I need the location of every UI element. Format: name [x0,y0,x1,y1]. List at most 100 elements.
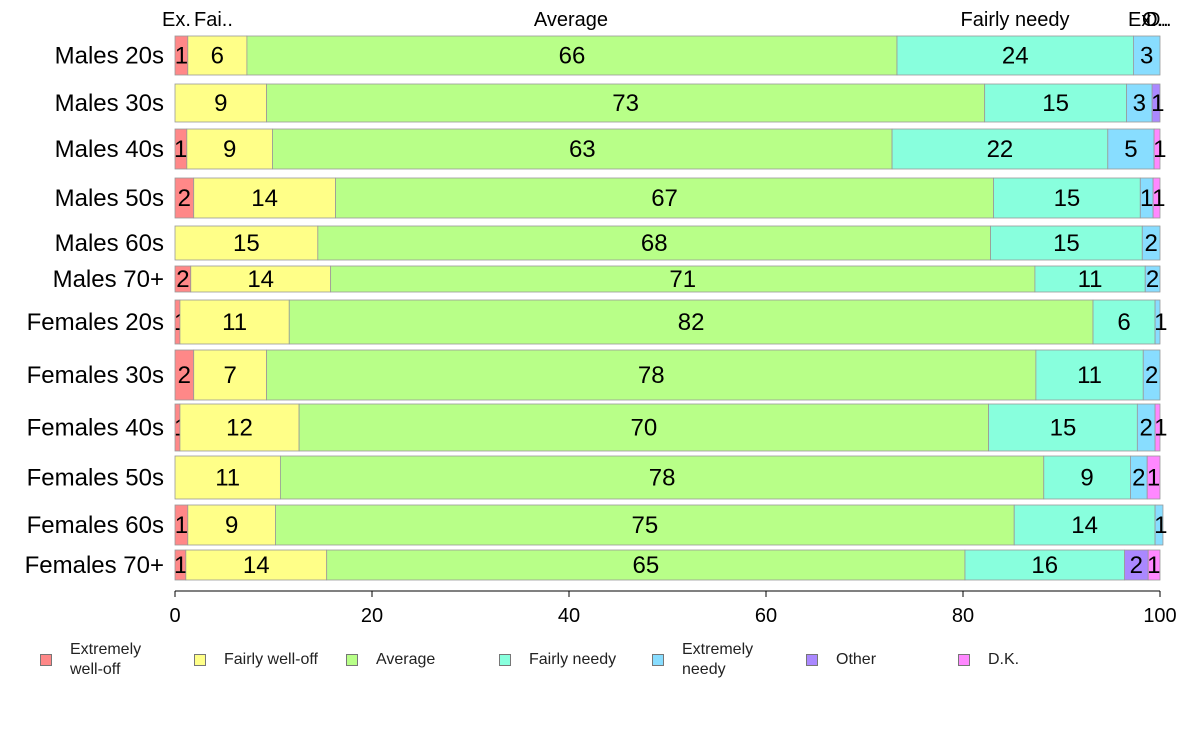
x-tick-label: 80 [952,605,974,627]
bar-segment [896,35,1134,76]
data-label: 9 [1080,465,1093,492]
data-label: 11 [222,309,247,336]
data-label: 15 [1050,415,1077,442]
legend-item-dk: D.K. [958,650,1019,670]
legend-label: Other [836,651,877,668]
data-label: 12 [226,415,253,442]
bar-segment [272,128,893,170]
data-label: 2 [1146,266,1159,293]
bar-segment [174,225,319,261]
legend-label: Extremely well-off [70,641,142,678]
data-label: 11 [1077,362,1102,389]
data-label: 15 [1053,230,1080,257]
bar-segment [317,225,991,261]
data-label: 9 [225,512,238,539]
data-label: 63 [569,136,596,163]
bar-segment [1154,403,1161,452]
bar-segment [193,349,268,401]
bar-segment [891,128,1109,170]
bar-segment [1035,349,1144,401]
data-label: 1 [1154,309,1167,336]
x-tick-label: 60 [755,605,777,627]
data-label: 78 [649,465,676,492]
data-label: 1 [1151,90,1164,117]
data-label: 1 [1140,185,1153,212]
legend-swatch [499,654,511,666]
top-column-label: D.. [1146,9,1172,31]
bar-segment [1146,455,1161,500]
data-label: 71 [669,266,696,293]
data-label: 14 [247,266,274,293]
bar-segment [193,177,336,219]
data-label: 1 [1153,136,1166,163]
bar-segment [266,349,1037,401]
data-label: 15 [1054,185,1081,212]
data-label: 75 [631,512,658,539]
bar-segment [335,177,994,219]
data-label: 9 [223,136,236,163]
bar-segment [179,299,290,345]
data-label: 3 [1140,43,1153,70]
data-label: 65 [632,552,659,579]
legend-label: Extremely needy [682,641,754,678]
legend-swatch [346,654,358,666]
data-label: 1 [175,512,188,539]
data-label: 9 [214,90,227,117]
category-label: Males 30s [55,90,164,117]
bar-segment [1126,83,1153,123]
data-label: 1 [1154,512,1167,539]
legend-item-fairly-well-off: Fairly well-off [194,650,318,670]
data-label: 2 [176,266,189,293]
data-label: 15 [233,230,260,257]
bar-segment [988,403,1138,452]
category-label: Males 40s [55,136,164,163]
data-label: 67 [651,185,678,212]
category-label: Females 60s [27,512,164,539]
bar-segment [993,177,1141,219]
category-label: Males 70+ [53,266,164,293]
data-label: 78 [638,362,665,389]
data-label: 14 [251,185,278,212]
category-label: Females 20s [27,309,164,336]
legend-label: Average [376,651,436,668]
bar-segment [1154,299,1161,345]
bar-segment [185,549,328,581]
legend-swatch [194,654,206,666]
data-label: 2 [1140,415,1153,442]
bar-segment [990,225,1143,261]
category-label: Females 70+ [25,552,164,579]
data-label: 68 [641,230,668,257]
legend-item-extremely-needy: Extremely needy [652,640,753,680]
data-label: 1 [1152,185,1165,212]
bar-segment [1147,549,1161,581]
bar-segment [186,128,273,170]
bar-segment [1092,299,1156,345]
bar-segment [1133,35,1161,76]
category-label: Females 40s [27,415,164,442]
legend-item-average: Average [346,650,435,670]
data-label: 24 [1002,43,1029,70]
data-label: 5 [1124,136,1137,163]
legend-swatch [40,654,52,666]
bar-segment [246,35,898,76]
bar-segment [174,83,268,123]
bar-segment [190,265,332,293]
bar-segment [1144,265,1161,293]
bar-segment [187,504,276,546]
data-label: 2 [1132,465,1145,492]
category-label: Males 50s [55,185,164,212]
data-label: 7 [223,362,236,389]
legend-swatch [806,654,818,666]
bar-segment [984,83,1127,123]
data-label: 1 [1147,552,1160,579]
legend-item-fairly-needy: Fairly needy [499,650,616,670]
bar-segment [179,403,300,452]
top-column-label: O.. [1142,9,1169,31]
data-label: 16 [1031,552,1058,579]
data-label: 2 [1144,230,1157,257]
data-label: 1 [1147,465,1160,492]
bar-segment [1151,83,1161,123]
bar-segment [187,35,248,76]
data-label: 2 [178,185,191,212]
